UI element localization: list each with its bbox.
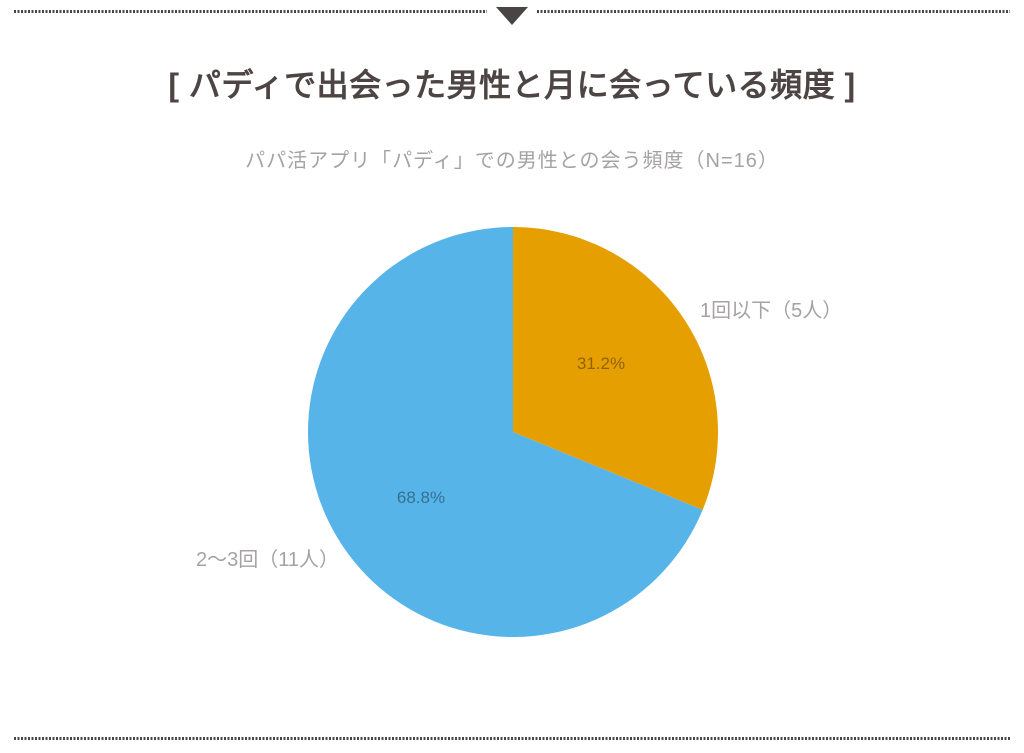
chart-subtitle: パパ活アプリ「パディ」での男性との会う頻度（N=16） (245, 150, 779, 172)
pie-slice-callout-label-0: 1回以下（5人） (700, 300, 843, 322)
pie-slice-1 (308, 227, 703, 637)
top-dotted-border (14, 7, 1010, 25)
pie-slice-callout-label-1: 2〜3回（11人） (196, 549, 340, 571)
chart-title: [ パディで出会った男性と月に会っている頻度 ] (168, 67, 856, 103)
down-triangle-icon (496, 7, 528, 25)
pie-percent-label-slice-1: 68.8% (396, 488, 446, 507)
dotted-line-right (537, 10, 1010, 13)
dotted-line-left (14, 10, 487, 13)
pie-chart (308, 227, 718, 637)
bottom-dotted-border (14, 737, 1010, 740)
pie-percent-label-slice-0: 31.2% (576, 354, 626, 373)
pie-slice-0 (513, 227, 718, 510)
